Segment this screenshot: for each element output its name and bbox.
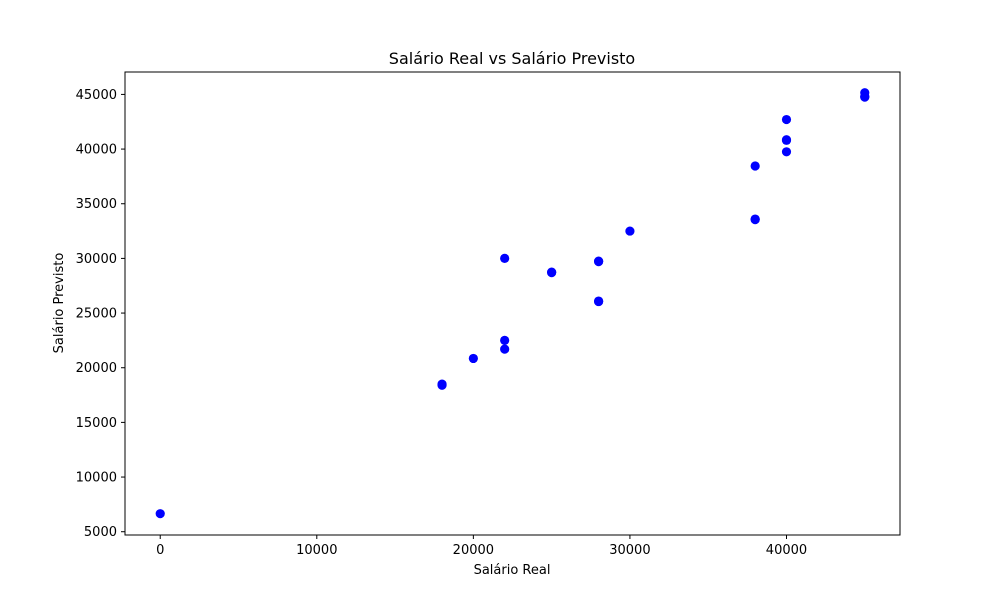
y-tick-label: 15000 xyxy=(76,416,117,431)
x-tick-label: 0 xyxy=(156,543,164,558)
y-tick-label: 30000 xyxy=(76,252,117,267)
data-points xyxy=(155,88,870,519)
y-tick-label: 45000 xyxy=(76,88,117,103)
y-tick-label: 20000 xyxy=(76,361,117,376)
data-point xyxy=(437,380,447,390)
y-tick-label: 35000 xyxy=(76,197,117,212)
data-point xyxy=(860,92,870,102)
y-tick-label: 5000 xyxy=(84,525,117,540)
data-point xyxy=(594,256,604,266)
y-tick-label: 10000 xyxy=(76,471,117,486)
y-tick-label: 25000 xyxy=(76,307,117,322)
x-axis-ticks: 0 10000 20000 30000 40000 xyxy=(156,535,807,558)
x-tick-label: 30000 xyxy=(609,543,650,558)
data-point xyxy=(500,335,510,345)
data-point xyxy=(781,147,792,157)
data-point xyxy=(500,344,510,354)
data-point xyxy=(781,135,792,145)
x-tick-label: 40000 xyxy=(766,543,807,558)
y-axis-label: Salário Previsto xyxy=(52,253,67,354)
data-point xyxy=(625,226,635,236)
y-tick-label: 40000 xyxy=(76,143,117,158)
data-point xyxy=(500,253,510,264)
data-point xyxy=(594,296,604,306)
x-tick-label: 10000 xyxy=(296,543,337,558)
data-point xyxy=(547,267,557,277)
plot-area-frame xyxy=(124,71,901,536)
x-axis-label: Salário Real xyxy=(474,563,551,578)
data-point xyxy=(750,161,760,171)
chart-title: Salário Real vs Salário Previsto xyxy=(389,49,635,68)
data-point xyxy=(750,214,760,225)
x-tick-label: 20000 xyxy=(453,543,494,558)
data-point xyxy=(468,353,478,364)
data-point xyxy=(155,509,165,519)
data-point xyxy=(781,114,792,125)
y-axis-ticks: 5000 10000 15000 20000 25000 30000 35000 40000 4… xyxy=(76,88,125,540)
